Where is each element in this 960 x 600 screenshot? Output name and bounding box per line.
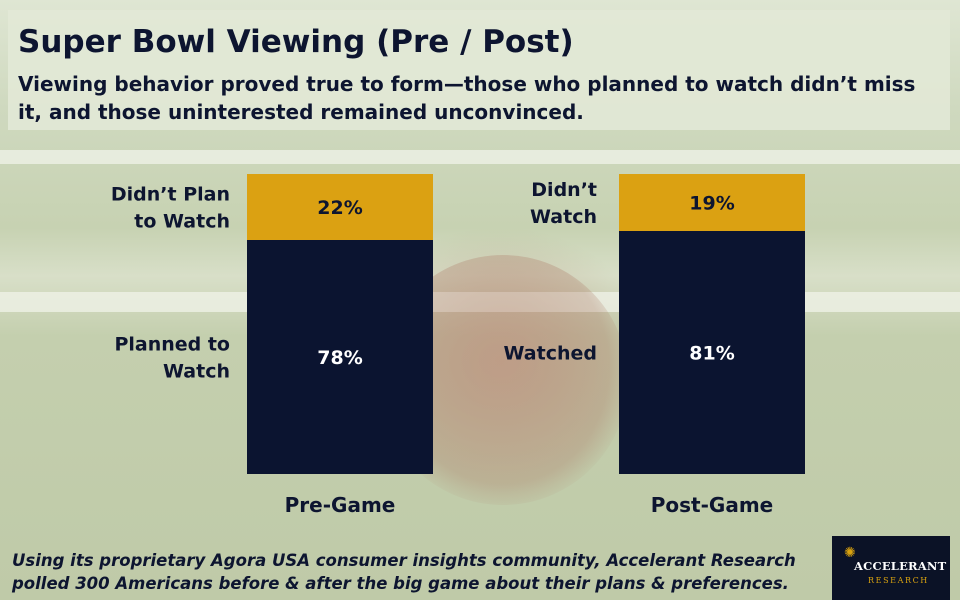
segment-label: Didn’t Plan to Watch xyxy=(111,184,230,233)
data-label: 78% xyxy=(317,347,362,369)
category-label: Post-Game xyxy=(651,493,773,517)
data-label: 81% xyxy=(689,343,734,365)
field-stripe xyxy=(0,150,960,164)
page-title: Super Bowl Viewing (Pre / Post) xyxy=(18,24,574,60)
bar-segment-top xyxy=(247,174,433,240)
header-panel xyxy=(8,10,950,130)
page-subtitle: Viewing behavior proved true to form—tho… xyxy=(18,72,916,124)
segment-label: Planned to Watch xyxy=(114,334,230,383)
bar-segment-top xyxy=(619,174,805,231)
logo-burst-icon: ✺ xyxy=(844,545,856,561)
bar-segment-bottom xyxy=(619,231,805,474)
segment-label: Didn’t Watch xyxy=(530,179,597,228)
data-label: 22% xyxy=(317,197,362,219)
segment-label: Watched xyxy=(504,343,597,365)
accelerant-logo: ✺ ACCELERANT RESEARCH xyxy=(832,536,950,600)
logo-sub: RESEARCH xyxy=(868,576,929,585)
data-label: 19% xyxy=(689,193,734,215)
footnote: Using its proprietary Agora USA consumer… xyxy=(12,551,796,593)
category-label: Pre-Game xyxy=(285,493,396,517)
stacked-bar-chart: 78% Planned to Watch 22% Didn’t Plan to Watch… xyxy=(111,174,805,517)
bar-segment-bottom xyxy=(247,240,433,474)
logo-name: ACCELERANT xyxy=(854,559,947,573)
